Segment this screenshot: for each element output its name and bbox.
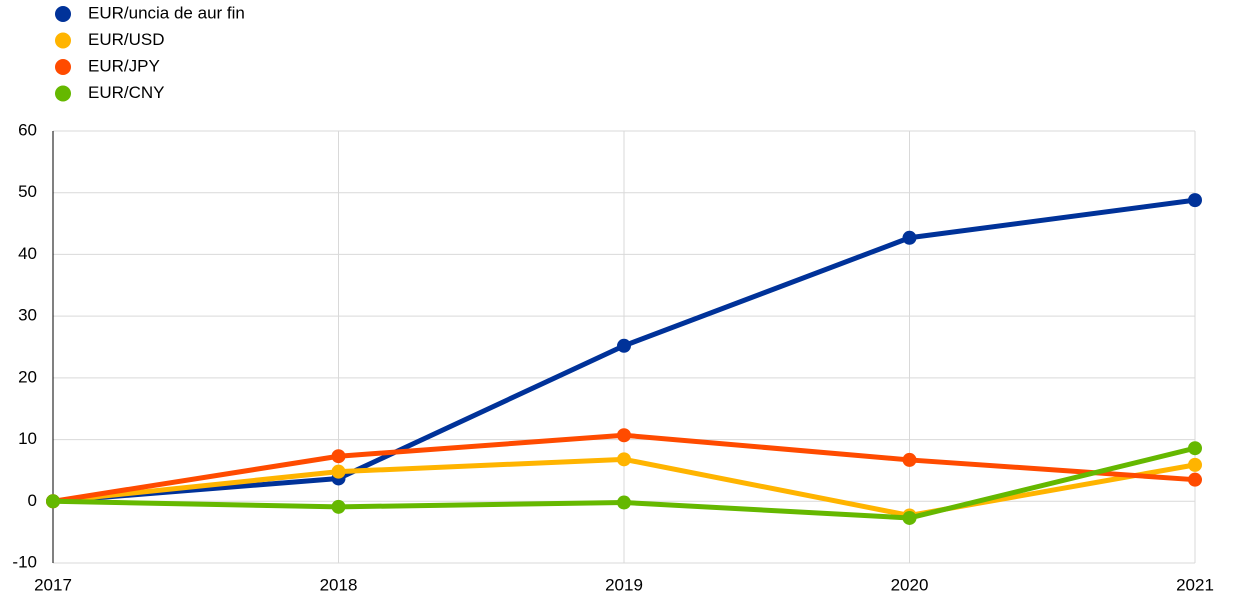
data-point [46,494,60,509]
data-point [331,499,346,514]
data-point [902,510,917,525]
data-point [617,428,631,443]
legend-label: EUR/JPY [88,56,160,75]
legend-label: EUR/USD [88,30,165,49]
legend-marker [55,59,71,75]
data-point [902,452,917,467]
data-point [331,449,346,464]
data-point [902,230,917,245]
data-point [1188,472,1202,487]
x-tick-label: 2017 [34,575,72,594]
legend-marker [55,6,71,22]
x-tick-label: 2019 [605,575,643,594]
data-point [1188,441,1202,456]
data-point [617,495,631,510]
y-tick-label: -10 [12,552,37,571]
y-tick-label: 50 [18,182,37,201]
legend-label: EUR/CNY [88,83,165,102]
legend-marker [55,85,71,102]
data-point [1188,457,1202,472]
y-tick-label: 20 [18,367,37,386]
x-tick-label: 2020 [891,575,929,594]
data-point [331,464,346,479]
y-tick-label: 0 [28,491,37,510]
y-tick-label: 10 [18,429,37,448]
legend-marker [55,32,71,49]
data-point [617,338,631,353]
data-point [1188,193,1202,208]
x-tick-label: 2021 [1176,575,1214,594]
y-tick-label: 30 [18,306,37,325]
y-tick-label: 40 [18,244,37,263]
data-point [617,452,631,467]
x-tick-label: 2018 [320,575,358,594]
legend-label: EUR/uncia de aur fin [88,3,245,22]
y-tick-label: 60 [18,120,37,139]
